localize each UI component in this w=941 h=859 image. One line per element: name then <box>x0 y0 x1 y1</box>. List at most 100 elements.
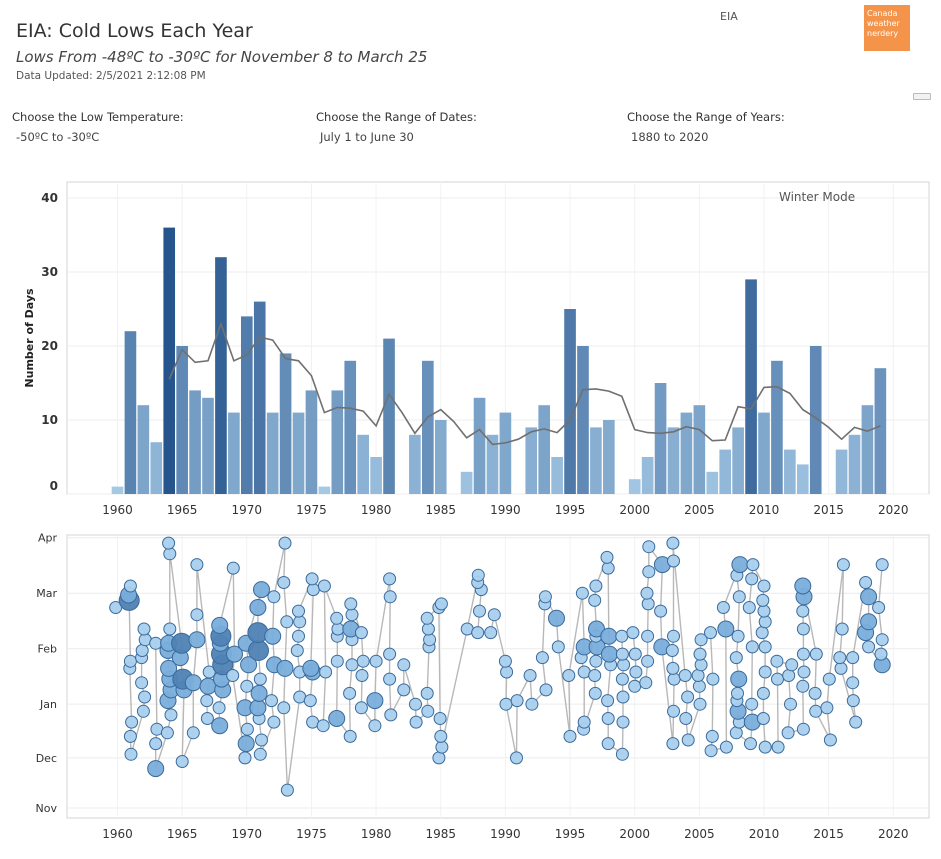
cold-day-point <box>383 590 397 604</box>
cold-day-point <box>303 694 317 708</box>
cold-day-point <box>160 726 174 740</box>
cold-day-point <box>796 647 810 661</box>
filter-value[interactable]: July 1 to June 30 <box>320 130 414 144</box>
cold-day-point <box>397 683 411 697</box>
filter-value[interactable]: 1880 to 2020 <box>631 130 709 144</box>
cold-day-point <box>420 611 434 625</box>
filter-year-range[interactable]: Choose the Range of Years: 1880 to 2020 <box>627 110 785 144</box>
filter-label: Choose the Range of Years: <box>627 110 785 124</box>
filter-low-temperature[interactable]: Choose the Low Temperature: -50ºC to -30… <box>12 110 184 144</box>
bar <box>215 257 227 494</box>
y-tick-label: Feb <box>38 643 57 656</box>
cold-day-point <box>293 615 307 629</box>
cold-day-point <box>331 622 345 636</box>
bar <box>357 434 369 494</box>
cold-day-point <box>796 722 810 736</box>
y-tick-label: 30 <box>41 265 58 279</box>
cold-day-point <box>771 672 784 686</box>
filter-value[interactable]: -50ºC to -30ºC <box>16 130 100 144</box>
cold-day-point <box>135 676 149 690</box>
winter-mode-label: Winter Mode <box>779 190 855 204</box>
cold-day-point <box>345 658 359 672</box>
x-tick-label: 1995 <box>555 503 586 517</box>
x-tick-label: 1965 <box>167 827 198 841</box>
cold-day-point <box>846 651 860 665</box>
bar <box>305 390 318 494</box>
cold-day-point <box>719 740 733 754</box>
cold-day-point <box>317 579 331 593</box>
bar <box>551 457 563 494</box>
cold-day-point <box>434 597 448 611</box>
cold-day-point <box>731 686 744 700</box>
cold-day-point <box>226 561 240 575</box>
cold-day-point <box>601 737 615 751</box>
bar <box>331 390 344 494</box>
cold-day-point <box>248 640 269 661</box>
x-tick-label: 1970 <box>232 827 263 841</box>
cold-day-point <box>808 686 822 700</box>
cold-day-point <box>328 710 346 727</box>
cold-day-point <box>211 717 229 735</box>
cold-day-point <box>265 694 278 708</box>
cold-day-point <box>138 690 152 704</box>
cold-day-point <box>758 665 772 679</box>
cold-day-point <box>588 686 602 700</box>
cold-day-point <box>240 679 254 693</box>
cold-day-point <box>135 644 149 657</box>
cold-day-point <box>471 568 485 582</box>
bar <box>473 397 486 494</box>
bar <box>228 412 240 494</box>
cold-day-point <box>731 556 749 574</box>
cold-day-point <box>758 615 772 629</box>
cold-day-point <box>745 697 759 711</box>
cold-day-point <box>730 670 748 688</box>
y-tick-label: 40 <box>41 191 58 205</box>
cold-day-point <box>822 672 836 686</box>
cold-day-point <box>589 654 603 668</box>
cold-day-point <box>577 715 591 729</box>
cold-day-point <box>330 654 344 668</box>
cold-day-point <box>820 701 834 715</box>
cold-day-point <box>484 626 498 640</box>
cold-day-point <box>343 729 357 743</box>
cold-day-point <box>137 622 151 636</box>
bar <box>874 368 887 494</box>
cold-day-point <box>383 672 397 686</box>
cold-day-point <box>639 676 653 690</box>
x-tick-label: 2015 <box>813 503 844 517</box>
x-tick-label: 1960 <box>102 827 133 841</box>
bar <box>719 449 732 494</box>
cold-day-point <box>846 694 860 708</box>
cold-day-point <box>354 626 368 640</box>
cold-day-point <box>548 609 565 627</box>
cold-day-point <box>781 726 795 740</box>
cold-day-point <box>717 620 735 638</box>
moving-average-line <box>168 321 881 446</box>
bar <box>809 346 822 494</box>
cold-day-point <box>859 576 873 589</box>
x-tick-label: 2020 <box>878 503 909 517</box>
cold-day-point <box>280 783 294 797</box>
cold-day-point <box>756 593 770 607</box>
cold-day-point <box>640 586 654 600</box>
cold-day-point <box>384 708 398 722</box>
canada-weather-nerdery-logo[interactable]: Canada weather nerdery <box>864 5 910 51</box>
cold-day-point <box>249 699 267 717</box>
cold-day-point <box>188 631 206 649</box>
x-tick-label: 2005 <box>684 827 715 841</box>
cold-day-point <box>615 629 629 643</box>
cold-day-point <box>694 633 708 647</box>
cold-day-point <box>562 669 576 682</box>
data-updated-label: Data Updated: 2/5/2021 2:12:08 PM <box>16 70 206 82</box>
bar <box>745 279 757 494</box>
cold-day-point <box>758 640 772 654</box>
station-label: EIA <box>720 10 738 23</box>
toolbar-toggle-icon[interactable] <box>913 93 931 100</box>
bar <box>150 442 163 494</box>
cold-day-point <box>756 686 770 700</box>
cold-day-point <box>588 669 602 682</box>
filter-date-range[interactable]: Choose the Range of Dates: July 1 to Jun… <box>316 110 477 144</box>
y-tick-label: Jan <box>39 698 57 711</box>
cold-day-point <box>277 576 291 589</box>
bar <box>732 427 744 494</box>
